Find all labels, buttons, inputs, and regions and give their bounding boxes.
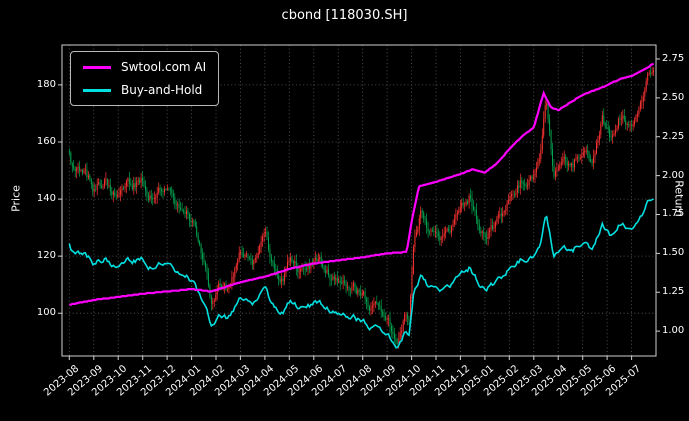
ai-line-swatch (83, 65, 111, 69)
y-tick-label-price: 160 (36, 136, 56, 147)
y-tick-label-return: 2.00 (662, 169, 685, 181)
buy-and-hold-line-swatch (83, 88, 111, 92)
candle-wicks-down (68, 67, 651, 349)
y-tick-label-return: 2.75 (662, 52, 685, 64)
y-tick-label-price: 140 (36, 193, 56, 205)
y-tick-label-return: 1.00 (662, 325, 685, 337)
grid-lines (62, 45, 656, 356)
legend: Swtool.com AI Buy-and-Hold (70, 51, 220, 106)
legend-label-ai: Swtool.com AI (121, 60, 207, 74)
y-tick-label-price: 100 (36, 307, 56, 319)
y-axis-title-return: Return (672, 180, 686, 217)
y-tick-label-return: 1.50 (662, 247, 685, 259)
y-tick-label-price: 120 (36, 250, 56, 262)
y-tick-label-price: 180 (36, 78, 56, 90)
chart-title: cbond [118030.SH] (281, 8, 408, 23)
y-tick-label-return: 1.25 (662, 286, 685, 298)
y-tick-label-return: 1.75 (662, 208, 685, 220)
ai-return-line (69, 62, 655, 306)
buy-and-hold-line (68, 198, 654, 349)
y-axis-title-price: Price (9, 185, 23, 212)
plot-border (61, 44, 657, 357)
candle-bodies (68, 70, 655, 344)
candle-wicks-up (76, 66, 654, 349)
y-tick-label-return: 2.25 (662, 130, 685, 142)
legend-item-ai: Swtool.com AI (83, 60, 206, 74)
y-tick-label-return: 2.50 (662, 91, 685, 103)
legend-item-buy-and-hold: Buy-and-Hold (83, 83, 206, 97)
legend-label-buy-and-hold: Buy-and-Hold (121, 83, 203, 97)
tick-marks (58, 58, 660, 360)
